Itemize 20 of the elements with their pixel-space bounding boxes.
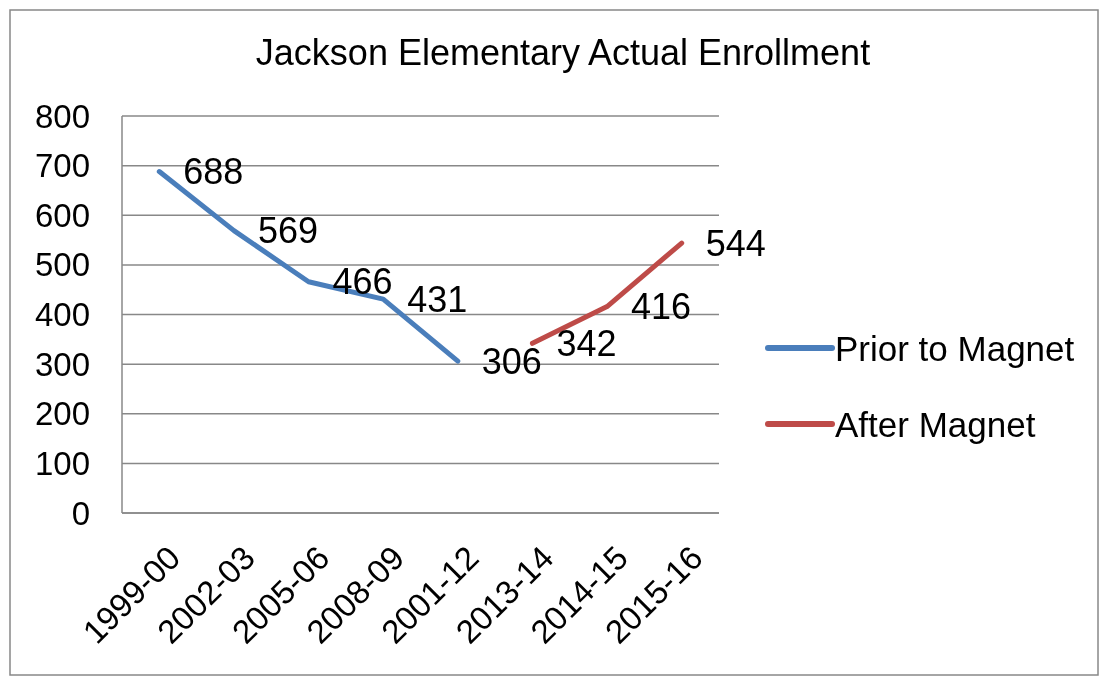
data-label: 431 — [407, 278, 468, 320]
data-label: 466 — [332, 261, 393, 303]
y-tick-label: 600 — [34, 196, 90, 234]
y-tick-label: 500 — [34, 246, 90, 284]
y-tick-label: 300 — [34, 345, 90, 383]
data-label: 569 — [257, 210, 319, 252]
data-label: 306 — [481, 340, 542, 382]
data-label: 688 — [183, 151, 244, 193]
y-tick-label: 0 — [71, 494, 90, 532]
y-tick-label: 700 — [34, 147, 90, 185]
data-label: 544 — [705, 222, 766, 264]
data-label: 342 — [556, 322, 617, 364]
legend-label: After Magnet — [835, 404, 1036, 444]
y-tick-label: 800 — [34, 97, 90, 135]
y-tick-label: 400 — [34, 296, 90, 333]
y-tick-label: 200 — [34, 395, 90, 433]
y-tick-label: 100 — [34, 444, 90, 482]
chart-title: Jackson Elementary Actual Enrollment — [255, 31, 871, 73]
data-label: 416 — [631, 286, 692, 328]
legend-label: Prior to Magnet — [835, 328, 1075, 368]
